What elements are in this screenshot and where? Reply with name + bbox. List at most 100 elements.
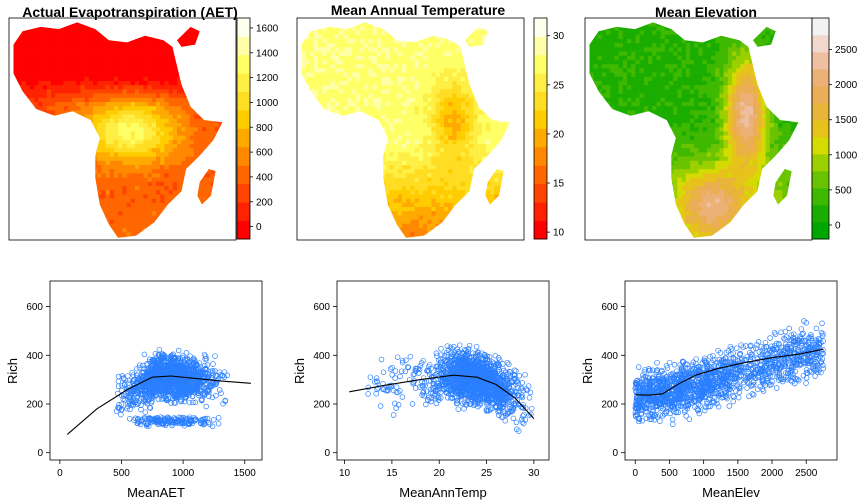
raster-cell (143, 89, 148, 94)
raster-cell (402, 148, 407, 153)
raster-cell (135, 39, 140, 44)
raster-cell (355, 152, 361, 157)
raster-cell (51, 114, 56, 120)
raster-cell (381, 89, 386, 94)
raster-cell (481, 89, 487, 94)
raster-cell (410, 72, 415, 78)
raster-cell (51, 202, 56, 208)
raster-cell (42, 186, 48, 191)
raster-cell (448, 22, 453, 23)
raster-cell (456, 93, 462, 99)
raster-cell (9, 136, 14, 141)
raster-cell (38, 181, 43, 187)
raster-cell (25, 144, 31, 149)
raster-cell (67, 123, 73, 128)
raster-cell (520, 60, 525, 65)
raster-cell (76, 43, 81, 48)
raster-cell (364, 51, 369, 57)
raster-cell (515, 165, 520, 170)
raster-cell (168, 160, 174, 166)
raster-cell (452, 131, 457, 136)
raster-cell (223, 77, 228, 82)
raster-cell (397, 131, 403, 136)
raster-cell (223, 26, 228, 31)
raster-cell (334, 139, 340, 145)
raster-cell (51, 64, 56, 69)
raster-cell (189, 215, 195, 220)
raster-cell (297, 77, 302, 82)
raster-cell (448, 135, 453, 141)
raster-cell (101, 93, 106, 99)
raster-cell (17, 51, 22, 57)
raster-cell (347, 144, 352, 149)
raster-cell (456, 47, 462, 52)
raster-cell (193, 211, 199, 216)
raster-cell (177, 177, 182, 183)
raster-cell (481, 131, 487, 136)
raster-cell (156, 135, 161, 141)
raster-cell (105, 34, 111, 40)
raster-cell (30, 223, 35, 229)
raster-cell (93, 60, 98, 65)
raster-cell (507, 169, 511, 174)
raster-cell (147, 186, 153, 191)
raster-cell (168, 215, 174, 220)
raster-cell (524, 35, 529, 40)
raster-cell (202, 223, 207, 229)
raster-cell (76, 64, 81, 69)
raster-cell (13, 118, 18, 124)
raster-cell (444, 85, 449, 90)
raster-cell (414, 51, 420, 57)
raster-cell (160, 85, 165, 90)
raster-cell (88, 106, 94, 111)
raster-cell (232, 203, 237, 208)
raster-cell (42, 72, 48, 78)
raster-cell (143, 22, 148, 27)
raster-cell (364, 97, 369, 103)
raster-cell (427, 97, 432, 103)
raster-cell (210, 173, 216, 178)
raster-cell (494, 22, 499, 27)
raster-cell (135, 223, 140, 229)
raster-cell (227, 207, 232, 212)
raster-cell (122, 181, 127, 187)
raster-cell (51, 144, 56, 149)
raster-cell (21, 173, 27, 178)
raster-cell (135, 68, 140, 73)
raster-cell (460, 139, 466, 145)
raster-cell (330, 81, 336, 86)
raster-cell (168, 114, 174, 120)
raster-cell (13, 34, 18, 40)
raster-cell (511, 148, 516, 153)
raster-cell (334, 47, 340, 52)
raster-cell (502, 68, 508, 73)
raster-cell (55, 144, 60, 149)
raster-cell (439, 169, 445, 174)
raster-cell (55, 156, 60, 162)
raster-cell (322, 51, 327, 57)
raster-cell (139, 169, 144, 174)
raster-cell (515, 144, 520, 149)
raster-cell (156, 232, 161, 237)
raster-cell (55, 68, 60, 73)
raster-cell (490, 55, 495, 61)
raster-cell (418, 144, 424, 149)
raster-cell (397, 76, 403, 82)
raster-cell (435, 139, 441, 145)
raster-cell (309, 110, 315, 115)
colorbar-swatch (237, 128, 250, 148)
raster-cell (84, 64, 90, 69)
raster-cell (101, 51, 106, 57)
raster-cell (63, 186, 69, 191)
raster-cell (193, 93, 199, 99)
raster-cell (30, 51, 35, 57)
raster-cell (427, 110, 432, 115)
raster-cell (130, 194, 136, 199)
raster-cell (88, 47, 94, 52)
raster-cell (84, 76, 90, 82)
raster-cell (130, 144, 136, 149)
raster-cell (456, 139, 462, 145)
raster-cell (223, 203, 228, 208)
raster-cell (84, 181, 90, 187)
raster-cell (42, 97, 48, 103)
